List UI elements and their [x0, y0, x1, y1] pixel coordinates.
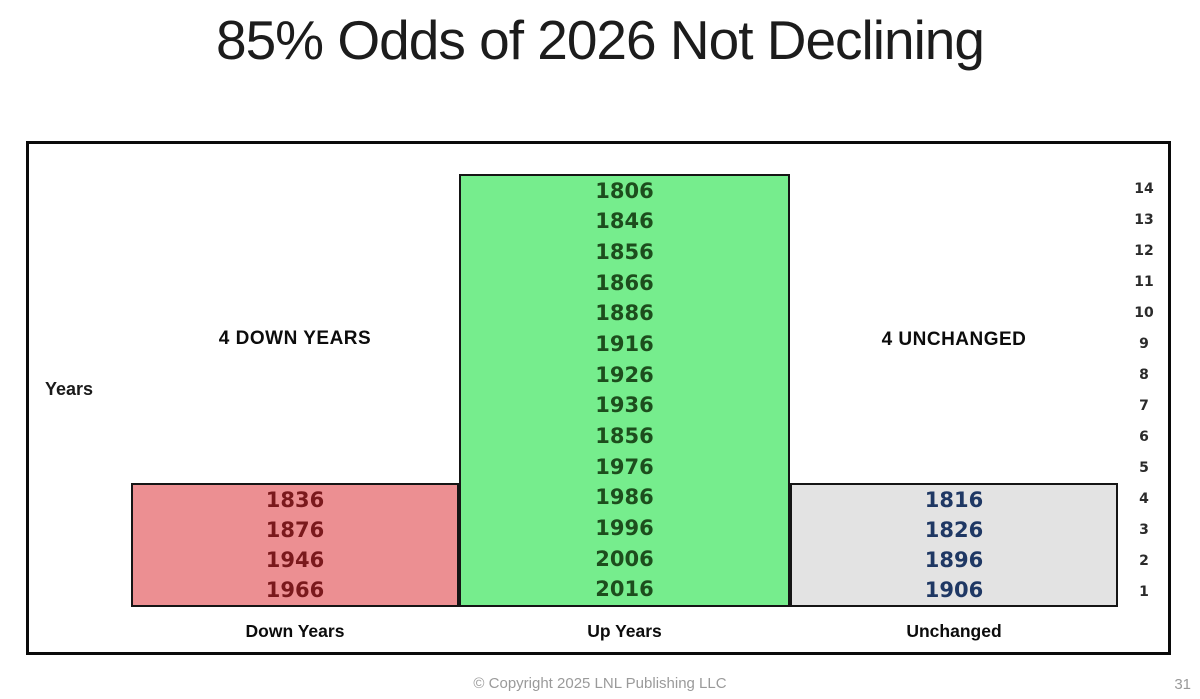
right-axis-tick: 2 [1139, 552, 1149, 569]
chart-title: 85% Odds of 2026 Not Declining [216, 9, 985, 71]
bar-year-label: 1976 [595, 454, 654, 479]
bar-down-years: 1836 1876 1946 1966 [131, 483, 459, 607]
bar-year-label: 1906 [924, 577, 984, 602]
right-axis-tick: 7 [1139, 397, 1149, 414]
bar-year-label: 2016 [595, 577, 654, 602]
copyright-text: © Copyright 2025 LNL Publishing LLC [473, 675, 727, 692]
bar-year-label: 1896 [924, 547, 984, 572]
bar-up-years: 1806 1846 1856 1866 1886 1916 1926 1936 1856 1976… [459, 174, 790, 607]
bar-year-label: 1966 [265, 577, 325, 602]
bar-year-label: 1926 [595, 362, 654, 387]
right-axis-tick: 3 [1139, 521, 1149, 538]
right-axis-tick: 9 [1139, 336, 1149, 353]
bar-year-label: 1986 [595, 485, 654, 510]
bar-year-label: 1856 [595, 240, 654, 265]
right-axis-tick: 12 [1134, 243, 1154, 260]
right-axis-tick: 11 [1134, 274, 1154, 291]
right-axis-tick: 13 [1134, 212, 1154, 229]
bar-unchanged: 1816 1826 1896 1906 [790, 483, 1118, 607]
bar-year-label: 1916 [595, 332, 654, 357]
right-axis-tick: 10 [1134, 305, 1154, 322]
right-axis-tick: 8 [1139, 367, 1149, 384]
bar-year-label: 1856 [595, 423, 654, 448]
bar-year-label: 2006 [595, 546, 654, 571]
right-axis-tick: 5 [1139, 459, 1149, 476]
right-axis-tick: 14 [1134, 181, 1154, 198]
bar-year-label: 1866 [595, 270, 654, 295]
bar-year-label: 1806 [595, 178, 654, 203]
category-label-down-years: Down Years [245, 621, 345, 641]
category-label-up-years: Up Years [587, 621, 662, 641]
bar-year-label: 1946 [265, 547, 325, 572]
right-axis-tick: 4 [1139, 490, 1149, 507]
bar-year-label: 1826 [924, 517, 984, 542]
bar-year-label: 1876 [265, 517, 325, 542]
bar-year-label: 1816 [924, 487, 984, 512]
bar-year-label: 1886 [595, 301, 654, 326]
right-axis: 14 13 12 11 10 9 8 7 6 5 4 3 2 1 [29, 144, 1168, 652]
bar-year-label: 1996 [595, 515, 654, 540]
bar-year-label: 1846 [595, 209, 654, 234]
page-number: 31 [1174, 676, 1191, 693]
right-axis-tick: 6 [1139, 428, 1149, 445]
unchanged-annotation: 4 UNCHANGED [881, 329, 1027, 350]
chart-plot-area: 4 DOWN YEARS 4 UNCHANGED Years 1836 1876 1… [26, 141, 1171, 655]
y-axis-title: Years [45, 379, 94, 399]
bar-year-label: 1836 [265, 487, 325, 512]
right-axis-tick: 1 [1139, 583, 1149, 600]
category-label-unchanged: Unchanged [906, 621, 1002, 641]
down-years-annotation: 4 DOWN YEARS [218, 328, 372, 349]
bar-year-label: 1936 [595, 393, 654, 418]
